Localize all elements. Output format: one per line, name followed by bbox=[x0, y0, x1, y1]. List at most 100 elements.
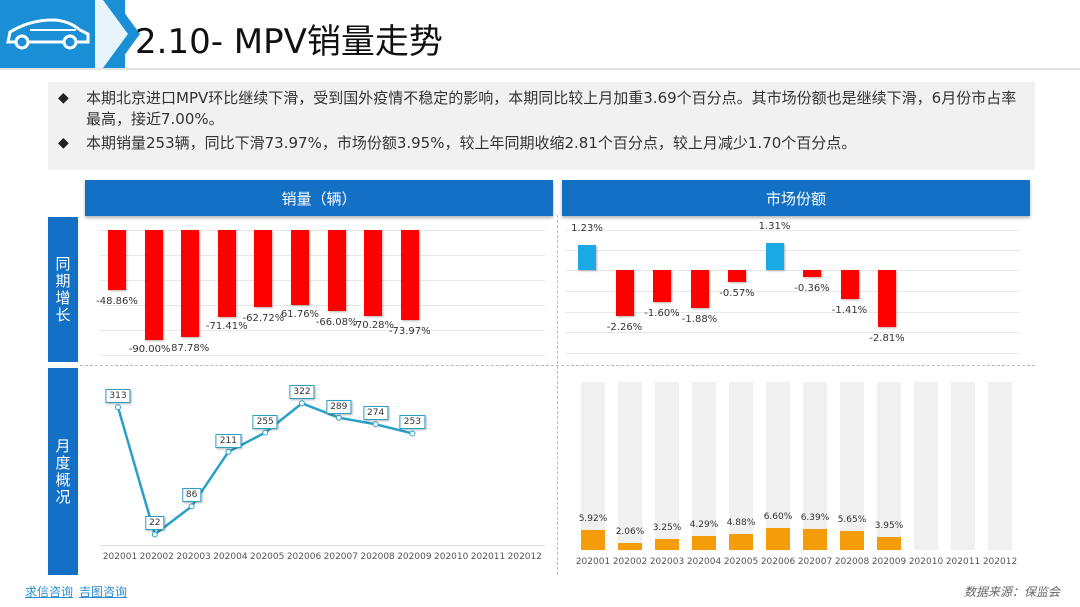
data-label: -90.00% bbox=[128, 343, 171, 355]
data-label: 4.29% bbox=[689, 519, 719, 530]
link-jitu[interactable]: 吉图咨询 bbox=[79, 585, 128, 599]
bar-background bbox=[914, 382, 938, 550]
data-label: 4.88% bbox=[726, 517, 756, 528]
gridline bbox=[565, 332, 1020, 333]
gridline bbox=[100, 230, 545, 231]
gridline bbox=[565, 312, 1020, 313]
bar bbox=[217, 230, 236, 318]
data-label: 313 bbox=[105, 389, 131, 404]
data-label: 5.92% bbox=[578, 514, 608, 525]
data-label: 1.31% bbox=[758, 221, 791, 233]
bar-background bbox=[803, 382, 827, 550]
bar bbox=[655, 539, 679, 550]
x-tick-label: 202009 bbox=[871, 557, 907, 567]
x-tick-label: 202008 bbox=[360, 552, 395, 562]
x-tick-label: 202007 bbox=[797, 557, 833, 567]
page-title: 2.10- MPV销量走势 bbox=[135, 22, 443, 62]
bar bbox=[291, 230, 309, 306]
bar bbox=[181, 230, 200, 338]
bar-background bbox=[877, 382, 901, 550]
data-label: 3.25% bbox=[652, 523, 682, 534]
bar-background bbox=[840, 382, 864, 550]
x-tick-label: 202011 bbox=[470, 552, 506, 562]
bar-background bbox=[618, 382, 642, 550]
data-point bbox=[372, 421, 379, 428]
data-point bbox=[225, 448, 232, 455]
bar bbox=[581, 530, 605, 550]
bar bbox=[840, 270, 859, 299]
x-tick-label: 202012 bbox=[982, 557, 1018, 567]
gridline bbox=[100, 330, 545, 331]
x-tick-label: 202004 bbox=[213, 552, 248, 562]
bar-background bbox=[729, 382, 753, 550]
data-label: -66.08% bbox=[315, 316, 358, 328]
data-label: 5.65% bbox=[837, 515, 867, 526]
data-label: 1.23% bbox=[571, 223, 603, 235]
bar bbox=[653, 270, 671, 303]
data-label: 211 bbox=[215, 433, 241, 448]
footer-links: 求信咨询 吉图咨询 bbox=[25, 583, 133, 600]
bar bbox=[618, 543, 642, 550]
x-tick-label: 202006 bbox=[760, 557, 796, 567]
data-label: 87.78% bbox=[171, 343, 210, 355]
data-label: 61.76% bbox=[280, 309, 320, 321]
divider bbox=[557, 215, 558, 575]
x-tick-label: 202002 bbox=[612, 557, 648, 567]
row-label-yoy: 同期增长 bbox=[48, 217, 78, 362]
bar bbox=[327, 230, 346, 311]
x-tick-label: 202002 bbox=[139, 552, 174, 562]
gridline bbox=[100, 280, 545, 281]
summary-box: ◆ 本期北京进口MPV环比继续下滑，受到国外疫情不稳定的影响，本期同比较上月加重3… bbox=[48, 82, 1035, 170]
gridline bbox=[100, 355, 545, 356]
data-label: -71.41% bbox=[205, 321, 248, 333]
data-label: -70.28% bbox=[352, 319, 395, 331]
x-tick-label: 202007 bbox=[323, 552, 358, 562]
data-label: 253 bbox=[399, 415, 425, 430]
gridline bbox=[100, 305, 545, 306]
chevron-decoration bbox=[95, 0, 140, 68]
data-label: 6.60% bbox=[763, 512, 793, 523]
bar bbox=[144, 230, 163, 340]
x-axis bbox=[100, 545, 545, 546]
bar-background bbox=[655, 382, 679, 550]
bar bbox=[803, 528, 827, 550]
data-point bbox=[299, 400, 305, 407]
bar bbox=[877, 536, 901, 550]
x-tick-label: 202005 bbox=[250, 552, 285, 562]
data-label: 6.39% bbox=[800, 512, 830, 523]
bar bbox=[364, 230, 383, 316]
bullet-item: ◆ 本期销量253辆，同比下滑73.97%，市场份额3.95%，较上年同期收缩2.… bbox=[58, 133, 1025, 154]
gridline bbox=[565, 250, 1020, 251]
bar bbox=[728, 270, 746, 282]
row-label-monthly: 月度概况 bbox=[48, 368, 78, 575]
x-tick-label: 202006 bbox=[286, 552, 322, 562]
data-source: 数据来源：保监会 bbox=[963, 585, 1060, 599]
bar-background bbox=[988, 382, 1012, 550]
data-label: 3.95% bbox=[874, 520, 904, 531]
gridline bbox=[565, 353, 1020, 354]
x-tick-label: 202004 bbox=[686, 557, 722, 567]
data-label: 289 bbox=[326, 399, 352, 414]
bar bbox=[878, 270, 896, 328]
bar bbox=[108, 230, 126, 290]
data-label: 322 bbox=[289, 385, 315, 400]
data-point bbox=[115, 404, 121, 411]
x-tick-label: 202001 bbox=[575, 557, 611, 567]
x-tick-label: 202008 bbox=[834, 557, 870, 567]
x-tick-label: 202009 bbox=[397, 552, 432, 562]
bar bbox=[578, 245, 596, 270]
bullet-item: ◆ 本期北京进口MPV环比继续下滑，受到国外疫情不稳定的影响，本期同比较上月加重3… bbox=[58, 88, 1025, 130]
x-tick-label: 202001 bbox=[102, 552, 138, 562]
data-label: -48.86% bbox=[96, 295, 138, 307]
bar bbox=[803, 270, 821, 278]
data-point bbox=[409, 430, 416, 437]
car-icon bbox=[6, 18, 90, 50]
data-label: -1.88% bbox=[681, 314, 718, 326]
bar bbox=[765, 243, 784, 270]
diamond-icon: ◆ bbox=[58, 90, 69, 106]
link-qiuxin[interactable]: 求信咨询 bbox=[25, 585, 74, 599]
data-label: 274 bbox=[363, 406, 389, 421]
bar-background bbox=[951, 382, 975, 550]
bar bbox=[254, 230, 273, 307]
gridline bbox=[565, 291, 1020, 292]
